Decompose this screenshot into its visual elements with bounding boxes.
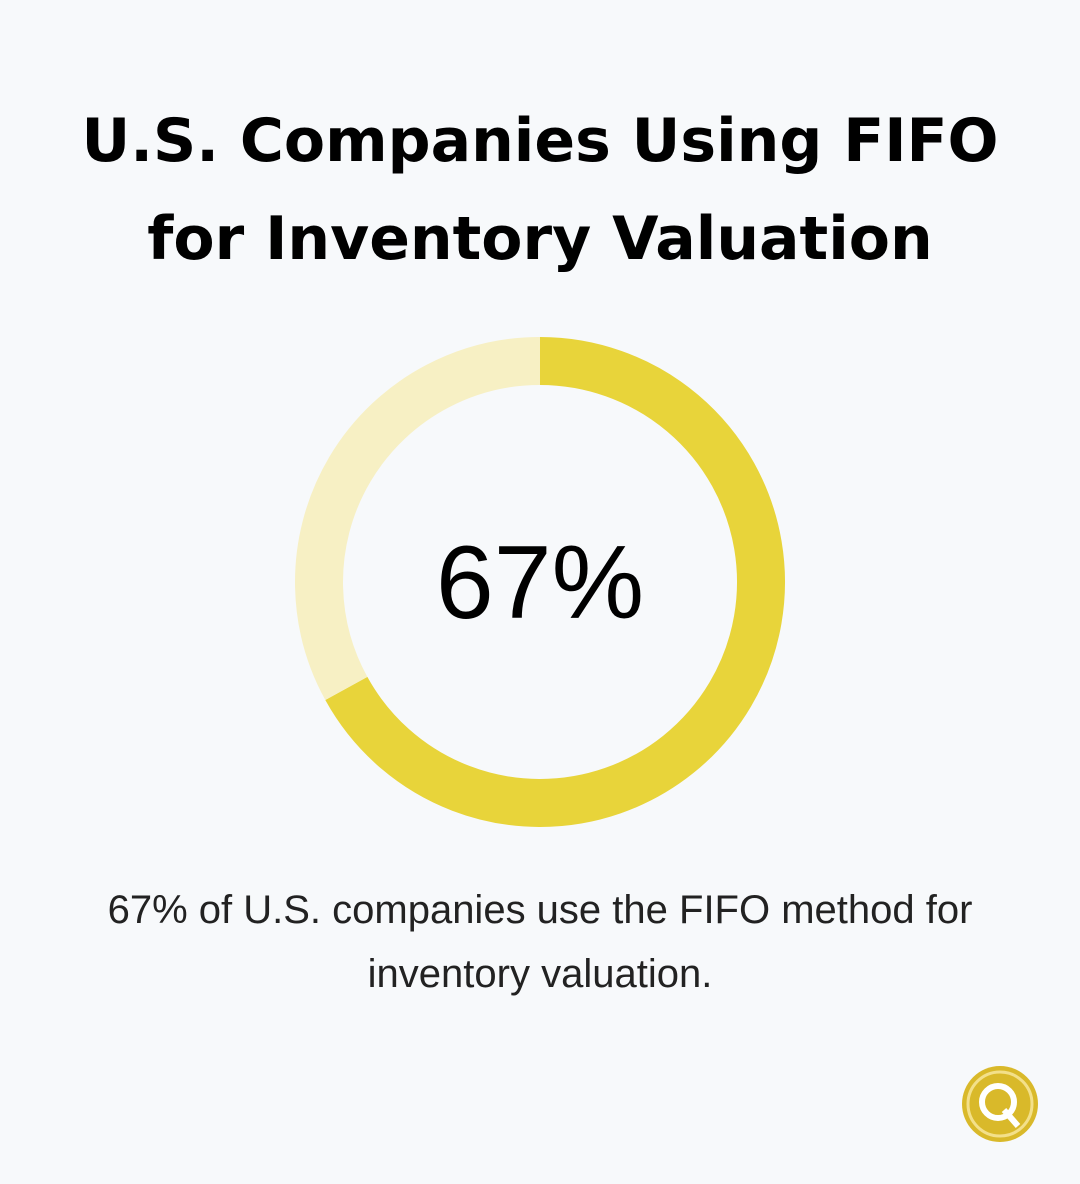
logo [962, 1066, 1038, 1142]
description: 67% of U.S. companies use the FIFO metho… [107, 888, 973, 996]
donut-segment [295, 337, 541, 701]
center-label: 67% [436, 525, 644, 641]
donut-segment [325, 337, 785, 827]
chart-title: U.S. Companies Using FIFO for Inventory … [81, 106, 999, 274]
